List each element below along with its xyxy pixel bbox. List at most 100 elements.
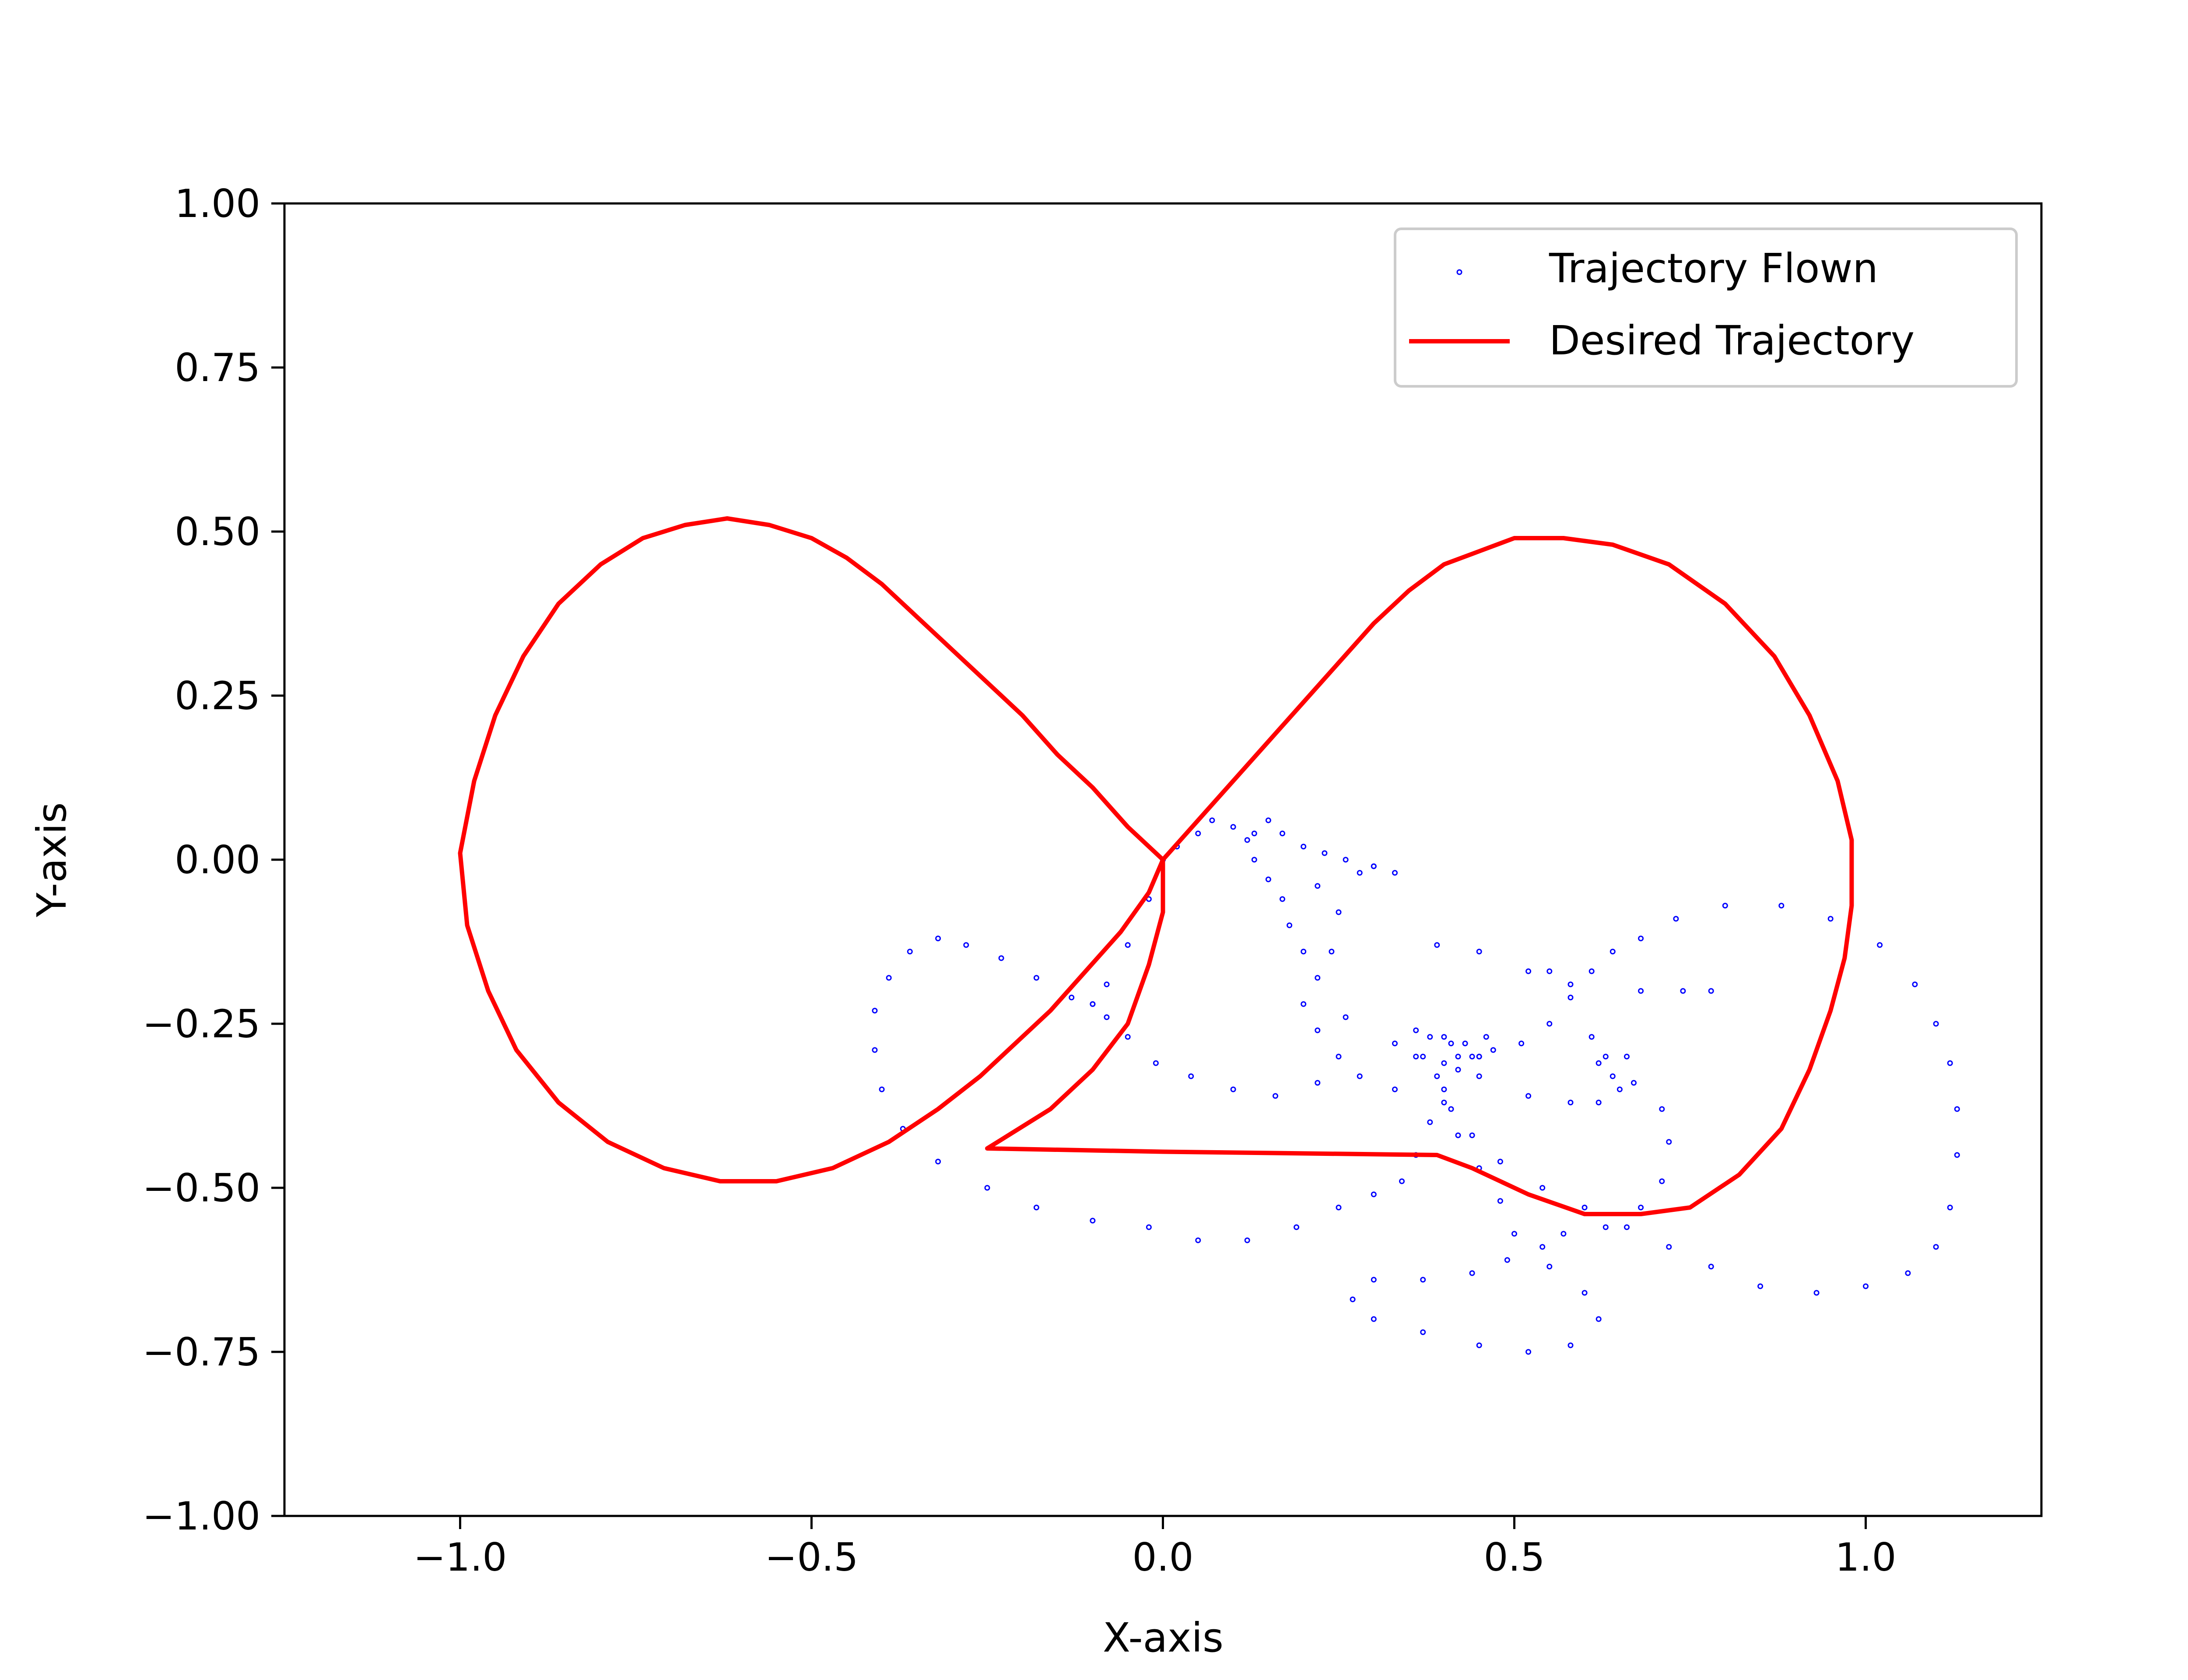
- trajectory-point: [1371, 1191, 1377, 1197]
- trajectory-point: [1251, 857, 1257, 863]
- trajectory-point: [1588, 1034, 1595, 1040]
- trajectory-point: [1350, 1296, 1356, 1302]
- trajectory-point: [1448, 1040, 1454, 1046]
- trajectory-point: [1392, 1086, 1398, 1092]
- trajectory-point: [1954, 1106, 1960, 1112]
- trajectory-point: [1546, 1021, 1553, 1027]
- trajectory-point: [1778, 903, 1785, 909]
- trajectory-point: [1420, 1277, 1426, 1283]
- trajectory-point: [1455, 1054, 1461, 1060]
- trajectory-point: [1188, 1073, 1194, 1079]
- trajectory-point: [1624, 1054, 1630, 1060]
- trajectory-point: [1539, 1185, 1546, 1191]
- trajectory-point: [1525, 1349, 1532, 1355]
- x-tick-label: −1.0: [414, 1535, 507, 1580]
- trajectory-point: [1315, 1027, 1321, 1033]
- trajectory-point: [1343, 1014, 1349, 1020]
- y-tick-label: −0.25: [142, 1001, 260, 1046]
- trajectory-point: [1273, 1093, 1278, 1099]
- trajectory-point: [1287, 922, 1293, 928]
- trajectory-point: [1546, 1264, 1553, 1270]
- trajectory-point: [1708, 988, 1714, 994]
- trajectory-point: [1638, 935, 1644, 942]
- trajectory-point: [1624, 1224, 1630, 1230]
- trajectory-point: [1567, 994, 1574, 1001]
- trajectory-point: [1476, 1054, 1482, 1060]
- trajectory-point: [1420, 1329, 1426, 1335]
- trajectory-point: [1483, 1034, 1489, 1040]
- trajectory-point: [1125, 942, 1131, 948]
- x-tick-label: 0.0: [1133, 1535, 1194, 1580]
- trajectory-point: [1581, 1204, 1588, 1211]
- trajectory-point: [935, 1158, 941, 1165]
- trajectory-point: [1441, 1060, 1447, 1066]
- x-tick-label: 1.0: [1835, 1535, 1897, 1580]
- trajectory-point: [1195, 830, 1201, 836]
- trajectory-point: [963, 942, 969, 948]
- trajectory-point: [1581, 1290, 1588, 1296]
- trajectory-point: [1301, 844, 1307, 850]
- trajectory-point: [1441, 1086, 1447, 1092]
- trajectory-point: [872, 1047, 878, 1053]
- series-line-desired-trajectory: [458, 516, 1854, 1216]
- legend-label-desired-trajectory: Desired Trajectory: [1549, 317, 1914, 364]
- trajectory-point: [1877, 942, 1883, 948]
- trajectory-point: [886, 975, 892, 981]
- y-tick-label: −1.00: [142, 1494, 260, 1539]
- trajectory-point: [1602, 1054, 1609, 1060]
- trajectory-point: [1357, 1073, 1363, 1079]
- y-tick-label: 0.25: [175, 673, 260, 718]
- trajectory-point: [1863, 1283, 1869, 1289]
- trajectory-point: [1146, 1224, 1152, 1230]
- trajectory-point: [1301, 1001, 1307, 1007]
- trajectory-point: [1104, 981, 1110, 987]
- trajectory-point: [1525, 1093, 1532, 1099]
- trajectory-point: [1567, 1099, 1574, 1106]
- trajectory-point: [1434, 942, 1440, 948]
- trajectory-point: [1265, 876, 1271, 882]
- trajectory-point: [1033, 975, 1039, 981]
- trajectory-point: [872, 1008, 878, 1014]
- trajectory-point: [1265, 817, 1271, 823]
- trajectory-point: [1476, 1342, 1482, 1348]
- trajectory-point: [1595, 1316, 1602, 1322]
- trajectory-point: [1954, 1152, 1960, 1158]
- trajectory-point: [1455, 1132, 1461, 1138]
- trajectory-point: [1659, 1178, 1665, 1184]
- trajectory-point: [1315, 975, 1321, 981]
- trajectory-point: [1090, 1218, 1096, 1224]
- trajectory-point: [1230, 824, 1236, 830]
- y-tick-label: −0.50: [142, 1166, 260, 1211]
- trajectory-point: [1947, 1060, 1953, 1066]
- trajectory-point: [1602, 1224, 1609, 1230]
- trajectory-point: [1336, 909, 1342, 915]
- trajectory-point: [1392, 870, 1398, 876]
- trajectory-point: [1638, 988, 1644, 994]
- trajectory-point: [1104, 1014, 1110, 1020]
- trajectory-point: [1301, 948, 1307, 955]
- trajectory-point: [1371, 863, 1377, 869]
- trajectory-point: [1616, 1086, 1623, 1092]
- trajectory-point: [998, 955, 1004, 961]
- trajectory-point: [1244, 1237, 1250, 1243]
- legend-box: [1394, 228, 2018, 388]
- trajectory-point: [1469, 1054, 1475, 1060]
- trajectory-point: [1371, 1277, 1377, 1283]
- trajectory-point: [1912, 981, 1918, 987]
- y-tick-label: 1.00: [175, 181, 260, 226]
- trajectory-point: [1827, 916, 1834, 922]
- trajectory-point: [1434, 1073, 1440, 1079]
- trajectory-point: [1441, 1099, 1447, 1106]
- trajectory-point: [1420, 1054, 1426, 1060]
- trajectory-point: [1476, 948, 1482, 955]
- trajectory-point: [1539, 1244, 1546, 1250]
- trajectory-point: [1336, 1204, 1342, 1211]
- trajectory-point: [1280, 896, 1285, 902]
- legend-marker-trajectory-flown: [1456, 269, 1462, 275]
- trajectory-point: [1708, 1264, 1714, 1270]
- trajectory-point: [1947, 1204, 1953, 1211]
- trajectory-point: [1666, 1139, 1672, 1145]
- trajectory-point: [1399, 1178, 1405, 1184]
- trajectory-point: [1251, 830, 1257, 836]
- trajectory-point: [1315, 1080, 1321, 1086]
